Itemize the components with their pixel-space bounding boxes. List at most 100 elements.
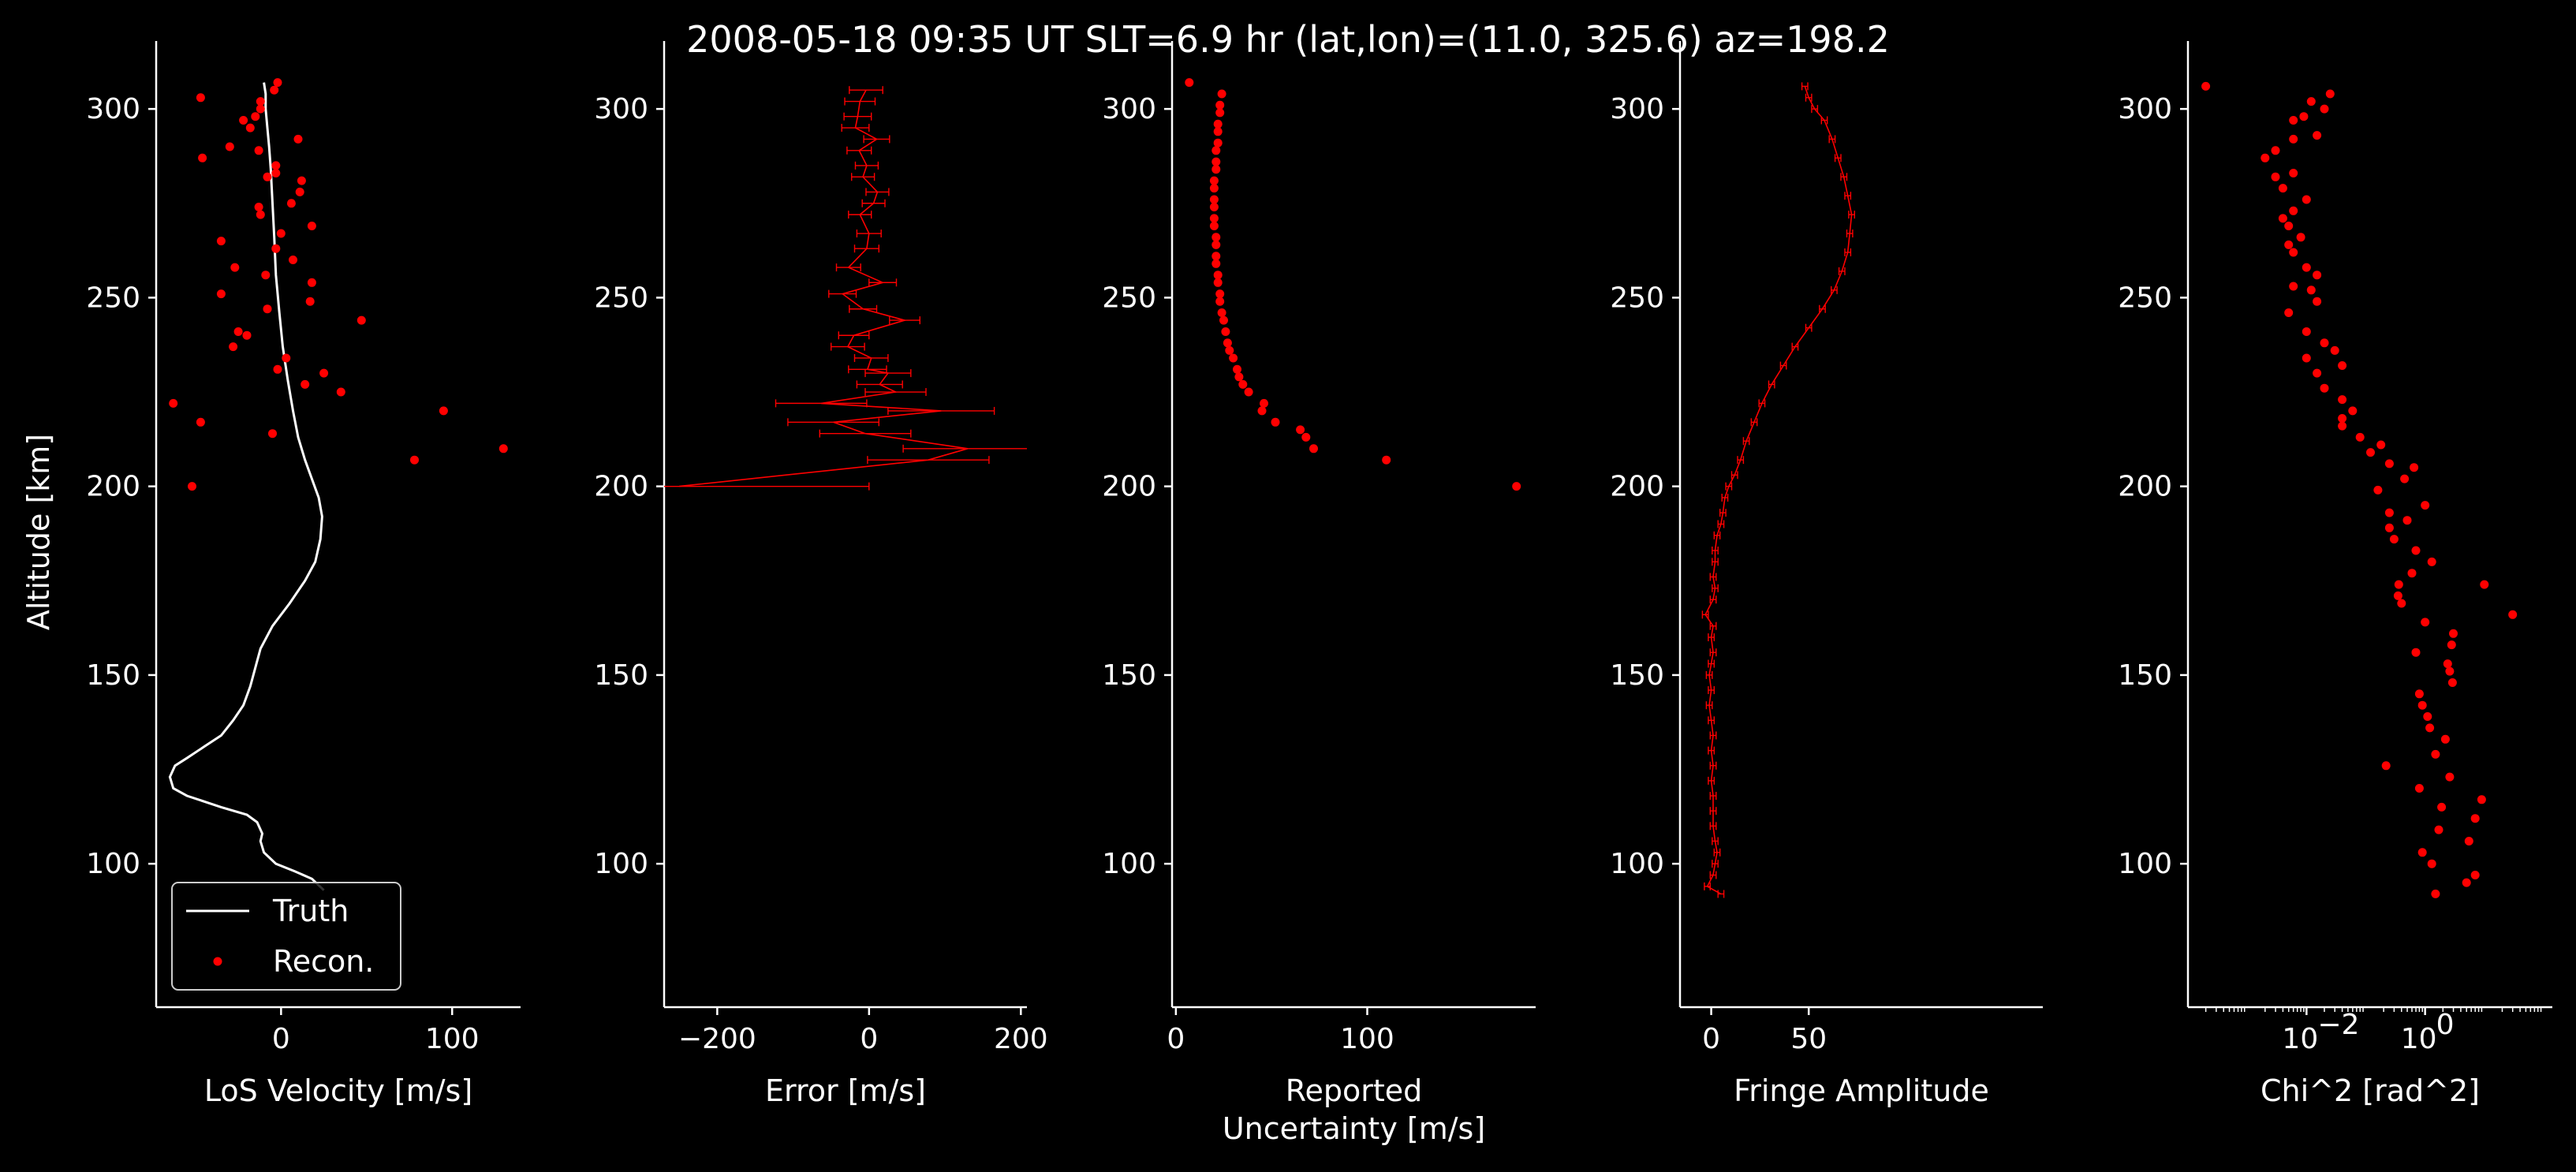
y-tick-label: 300 bbox=[1102, 93, 1156, 125]
x-axis-label: Fringe Amplitude bbox=[1734, 1073, 1989, 1108]
data-point bbox=[297, 176, 306, 185]
data-point bbox=[1215, 108, 1225, 118]
data-point bbox=[2338, 414, 2347, 423]
data-point bbox=[2302, 327, 2311, 336]
data-point bbox=[2402, 516, 2412, 525]
data-point bbox=[1211, 252, 1221, 261]
data-point bbox=[271, 161, 281, 170]
panel-reported-uncertainty: 100 150 200 250 300 0 100 Reported Uncertainty [… bbox=[1102, 41, 1536, 1146]
series-data bbox=[1701, 82, 1856, 898]
figure-suptitle: 2008-05-18 09:35 UT SLT=6.9 hr (lat,lon)… bbox=[686, 18, 1890, 61]
data-point bbox=[2449, 629, 2458, 638]
data-point bbox=[282, 353, 291, 363]
data-point bbox=[2425, 723, 2435, 733]
data-point bbox=[439, 406, 448, 416]
data-point bbox=[1213, 119, 1223, 129]
data-point bbox=[1213, 138, 1223, 147]
legend: Truth Recon. bbox=[171, 882, 401, 991]
x-axis-label: Chi^2 [rad^2] bbox=[2261, 1073, 2480, 1108]
legend-truth-label: Truth bbox=[272, 894, 349, 928]
data-point bbox=[261, 271, 271, 280]
data-point bbox=[2302, 353, 2311, 363]
data-point bbox=[1215, 100, 1225, 110]
data-point bbox=[2393, 591, 2402, 600]
data-point bbox=[286, 199, 296, 208]
data-point bbox=[256, 97, 265, 106]
data-point bbox=[1209, 176, 1219, 185]
data-point bbox=[357, 315, 366, 325]
data-point bbox=[2296, 233, 2305, 242]
data-point bbox=[1211, 233, 1221, 242]
data-point bbox=[2427, 859, 2436, 868]
data-point bbox=[2338, 395, 2347, 405]
data-point bbox=[2431, 889, 2440, 898]
data-point bbox=[2366, 448, 2375, 457]
data-point bbox=[2394, 580, 2403, 589]
data-point bbox=[2411, 546, 2421, 555]
data-point bbox=[2508, 610, 2518, 619]
data-point bbox=[2302, 195, 2311, 204]
legend-recon-swatch bbox=[213, 957, 222, 966]
x-tick-label: 50 bbox=[1790, 1023, 1827, 1055]
data-point bbox=[2421, 618, 2430, 627]
data-point bbox=[2414, 784, 2424, 793]
data-point bbox=[1225, 345, 1234, 355]
data-point bbox=[2320, 383, 2329, 393]
data-point bbox=[239, 116, 248, 125]
panel-error: 100 150 200 250 300 −200 0 200 Error [m/s] bbox=[594, 41, 1048, 1108]
data-point bbox=[1238, 379, 1248, 389]
series-recon bbox=[169, 78, 508, 491]
x-tick-label: 200 bbox=[994, 1023, 1048, 1055]
data-point bbox=[1209, 195, 1219, 204]
x-tick-label: 100 bbox=[425, 1023, 480, 1055]
data-point bbox=[293, 134, 303, 144]
legend-recon-label: Recon. bbox=[273, 944, 374, 979]
data-point bbox=[2261, 153, 2270, 162]
data-point bbox=[2447, 640, 2456, 650]
data-point bbox=[196, 93, 205, 103]
data-point bbox=[1185, 78, 1194, 88]
data-point bbox=[254, 146, 263, 155]
data-point bbox=[1309, 444, 1318, 453]
data-point bbox=[169, 398, 178, 408]
data-point bbox=[2299, 112, 2309, 121]
data-point bbox=[263, 304, 272, 314]
data-point bbox=[2464, 837, 2473, 845]
data-point bbox=[1296, 425, 1305, 435]
data-point bbox=[1512, 482, 1521, 491]
data-point bbox=[1229, 353, 1238, 363]
y-tick-label: 100 bbox=[86, 848, 140, 880]
data-point bbox=[1223, 338, 1232, 348]
y-tick-label: 100 bbox=[594, 848, 648, 880]
data-point bbox=[1209, 214, 1219, 223]
data-point bbox=[2271, 172, 2280, 181]
data-point bbox=[2201, 81, 2211, 91]
data-point bbox=[2302, 263, 2311, 272]
data-point bbox=[276, 229, 286, 238]
data-point bbox=[2434, 825, 2443, 834]
y-tick-label: 250 bbox=[1610, 282, 1664, 314]
y-tick-label: 150 bbox=[1102, 659, 1156, 692]
data-point bbox=[2320, 338, 2329, 348]
data-point bbox=[1219, 315, 1228, 325]
data-point bbox=[1213, 278, 1223, 287]
data-point bbox=[1211, 157, 1221, 166]
y-tick-label: 150 bbox=[594, 659, 648, 692]
x-tick-label: −200 bbox=[678, 1023, 756, 1055]
data-point bbox=[2440, 734, 2450, 744]
y-axis-label: Altitude [km] bbox=[21, 434, 56, 630]
data-point bbox=[2410, 463, 2419, 472]
data-point bbox=[1244, 387, 1253, 397]
data-point bbox=[256, 210, 265, 219]
data-point bbox=[1215, 297, 1225, 306]
x-axis-label: LoS Velocity [m/s] bbox=[204, 1073, 472, 1108]
data-point bbox=[2400, 474, 2410, 483]
data-point bbox=[2417, 848, 2427, 857]
y-tick-label: 200 bbox=[1102, 471, 1156, 503]
data-point bbox=[2338, 421, 2347, 431]
data-point bbox=[2289, 134, 2298, 144]
x-axis-label-line: Fringe Amplitude bbox=[1734, 1073, 1989, 1108]
